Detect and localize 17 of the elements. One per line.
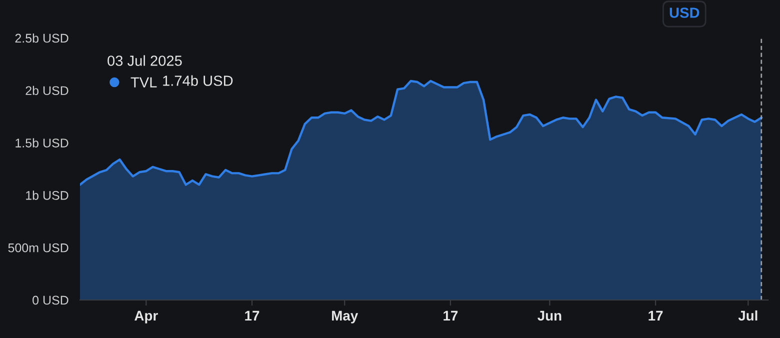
y-tick-label: 2.5b USD bbox=[15, 33, 68, 43]
y-tick-label: 1b USD bbox=[26, 190, 68, 200]
y-tick-label: 500m USD bbox=[8, 243, 68, 252]
x-tick-label: May bbox=[332, 310, 358, 324]
legend-label: TVL bbox=[130, 77, 157, 88]
text: USD bbox=[670, 8, 700, 18]
x-tick-label: 17 bbox=[648, 310, 663, 320]
x-tick-label: Apr bbox=[134, 310, 158, 324]
x-tick-label: Jun bbox=[538, 310, 562, 321]
annotation: 03 Jul 2025 bbox=[108, 55, 182, 66]
y-tick-label: 0 USD bbox=[32, 296, 68, 305]
x-tick-label: 17 bbox=[245, 310, 260, 320]
y-tick-label: 1.5b USD bbox=[16, 138, 68, 148]
x-tick-label: Jul bbox=[738, 310, 758, 321]
y-tick-label: 2b USD bbox=[26, 86, 68, 96]
annotation: 1.74b USD bbox=[163, 75, 233, 86]
x-tick-label: 17 bbox=[444, 310, 458, 320]
